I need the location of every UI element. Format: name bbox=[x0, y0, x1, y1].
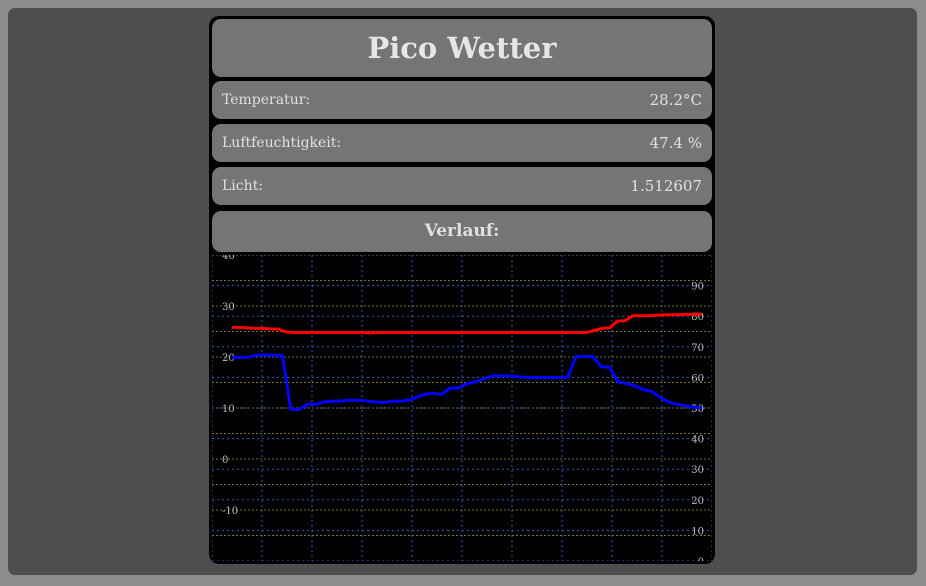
reading-humidity: Luftfeuchtigkeit: 47.4 % bbox=[212, 124, 712, 162]
reading-value: 1.512607 bbox=[630, 177, 702, 195]
right-tick-label: 40 bbox=[691, 435, 704, 446]
right-tick-label: 70 bbox=[691, 343, 704, 354]
reading-value: 47.4 % bbox=[649, 134, 702, 152]
app-title: Pico Wetter bbox=[212, 19, 712, 77]
right-tick-label: 60 bbox=[691, 373, 704, 384]
right-tick-label: 90 bbox=[691, 282, 704, 293]
left-tick-label: 20 bbox=[222, 353, 235, 364]
right-tick-label: 50 bbox=[691, 404, 704, 415]
left-tick-label: 40 bbox=[222, 255, 235, 262]
history-chart: 40 30 20 10 0 -10 90 80 70 60 50 40 30 20 10 0 bbox=[212, 255, 712, 561]
right-tick-label: 0 bbox=[698, 557, 704, 561]
right-axis-tick-labels: 90 80 70 60 50 40 30 20 10 0 bbox=[691, 282, 704, 561]
left-tick-label: 30 bbox=[222, 302, 235, 313]
reading-temperature: Temperatur: 28.2°C bbox=[212, 81, 712, 119]
right-tick-label: 20 bbox=[691, 496, 704, 507]
temperature-series-line bbox=[232, 312, 702, 335]
reading-value: 28.2°C bbox=[649, 91, 702, 109]
reading-light: Licht: 1.512607 bbox=[212, 167, 712, 205]
humidity-series-line bbox=[232, 353, 703, 411]
left-tick-label: -10 bbox=[222, 506, 238, 517]
reading-label: Temperatur: bbox=[222, 92, 311, 108]
right-tick-label: 10 bbox=[691, 526, 704, 537]
reading-label: Licht: bbox=[222, 178, 263, 194]
weather-card: Pico Wetter Temperatur: 28.2°C Luftfeuch… bbox=[209, 16, 715, 564]
chart-series bbox=[232, 312, 703, 411]
history-heading: Verlauf: bbox=[212, 211, 712, 252]
reading-label: Luftfeuchtigkeit: bbox=[222, 135, 342, 151]
left-axis-tick-labels: 40 30 20 10 0 -10 bbox=[222, 255, 238, 517]
left-tick-label: 10 bbox=[222, 404, 235, 415]
right-tick-label: 30 bbox=[691, 465, 704, 476]
right-tick-label: 80 bbox=[691, 312, 704, 323]
left-tick-label: 0 bbox=[222, 455, 228, 466]
right-axis-gridlines bbox=[212, 285, 712, 561]
